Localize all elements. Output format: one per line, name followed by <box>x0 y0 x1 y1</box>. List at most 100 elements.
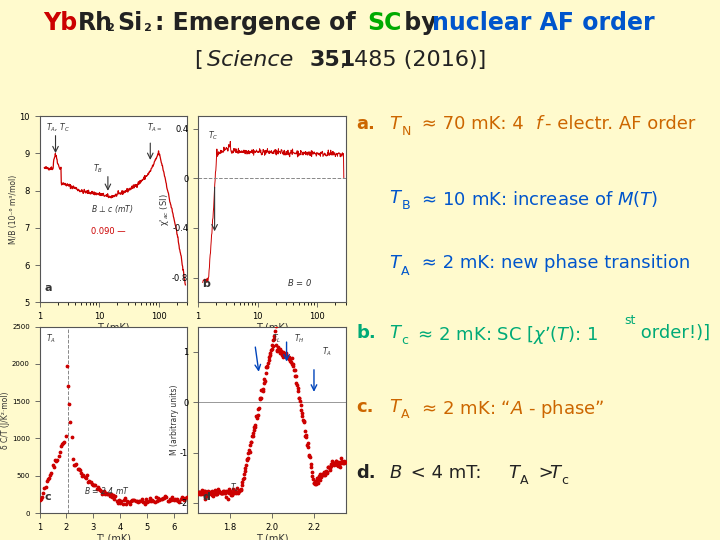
Point <box>312 479 323 488</box>
Point <box>279 349 291 358</box>
Point <box>193 488 204 496</box>
Point <box>301 430 312 439</box>
Point <box>328 460 339 468</box>
Text: a.: a. <box>356 115 375 133</box>
Point <box>181 492 192 501</box>
Point <box>161 492 172 501</box>
Point <box>240 461 252 469</box>
Point <box>78 471 89 480</box>
Point <box>208 489 220 498</box>
Point <box>45 469 57 477</box>
Point <box>211 489 222 498</box>
Point <box>324 465 336 474</box>
Point <box>173 496 184 505</box>
Point <box>269 332 280 340</box>
Point <box>76 468 87 477</box>
Point <box>218 487 230 496</box>
Point <box>224 489 235 497</box>
Text: $T$: $T$ <box>389 189 403 207</box>
Point <box>320 470 331 479</box>
Point <box>197 489 209 498</box>
Point <box>258 387 269 395</box>
Point <box>305 453 316 461</box>
Point <box>166 496 177 504</box>
Point <box>305 463 317 472</box>
Point <box>201 489 212 498</box>
Point <box>118 496 130 504</box>
Point <box>248 423 260 431</box>
Point <box>291 379 302 388</box>
Point <box>175 495 186 504</box>
Point <box>194 488 205 497</box>
Point <box>283 353 294 361</box>
Text: $B$: $B$ <box>389 464 402 482</box>
Point <box>310 477 321 485</box>
Point <box>315 473 327 482</box>
Point <box>217 489 229 497</box>
Point <box>195 490 207 498</box>
Point <box>238 470 250 478</box>
Point <box>74 465 86 474</box>
Point <box>315 469 326 478</box>
Point <box>276 349 288 358</box>
Point <box>222 495 234 503</box>
Text: ≈ 2 mK: SC [$\chi$’($T$): 1: ≈ 2 mK: SC [$\chi$’($T$): 1 <box>412 324 599 346</box>
Point <box>258 379 270 388</box>
Point <box>322 463 333 471</box>
Point <box>145 497 157 505</box>
Point <box>225 487 237 496</box>
Point <box>93 485 104 494</box>
Point <box>89 481 101 489</box>
Text: A: A <box>521 474 528 487</box>
Point <box>328 459 340 468</box>
Point <box>323 463 335 471</box>
Point <box>294 397 306 406</box>
Point <box>168 496 179 504</box>
Text: c.: c. <box>356 398 374 416</box>
Text: ₂: ₂ <box>144 17 152 36</box>
Point <box>253 405 264 414</box>
Point <box>230 488 242 497</box>
Point <box>239 466 251 475</box>
Point <box>207 487 218 495</box>
Text: $T$: $T$ <box>389 398 403 416</box>
Text: >: > <box>533 464 559 482</box>
Point <box>232 489 243 497</box>
Point <box>235 485 246 494</box>
Point <box>223 484 235 493</box>
Point <box>268 335 279 344</box>
Point <box>212 484 223 493</box>
Text: Yb: Yb <box>43 11 78 35</box>
Point <box>284 355 296 363</box>
Point <box>91 484 102 493</box>
Text: order!)]: order!)] <box>635 324 711 342</box>
Point <box>326 457 338 465</box>
Text: - electr. AF order: - electr. AF order <box>546 115 696 133</box>
Point <box>109 495 120 504</box>
Point <box>49 456 60 465</box>
Point <box>276 350 287 359</box>
Point <box>246 437 257 446</box>
Point <box>171 495 183 503</box>
Point <box>104 492 115 501</box>
Point <box>258 374 269 383</box>
Point <box>204 488 216 496</box>
Point <box>52 456 63 464</box>
Point <box>199 494 210 503</box>
Point <box>40 483 51 492</box>
Point <box>274 346 285 354</box>
Point <box>297 411 308 420</box>
Point <box>244 448 256 456</box>
Point <box>296 409 307 417</box>
Text: [: [ <box>194 50 203 70</box>
Point <box>205 488 217 497</box>
Point <box>94 486 106 495</box>
Text: $f$: $f$ <box>534 115 545 133</box>
Point <box>136 495 148 504</box>
Point <box>308 479 320 488</box>
Text: $T$: $T$ <box>389 115 403 133</box>
Point <box>204 489 215 497</box>
Text: ₂: ₂ <box>107 17 114 36</box>
Point <box>233 488 244 497</box>
Y-axis label: M/B (10⁻⁶ m³/mol): M/B (10⁻⁶ m³/mol) <box>9 174 18 244</box>
